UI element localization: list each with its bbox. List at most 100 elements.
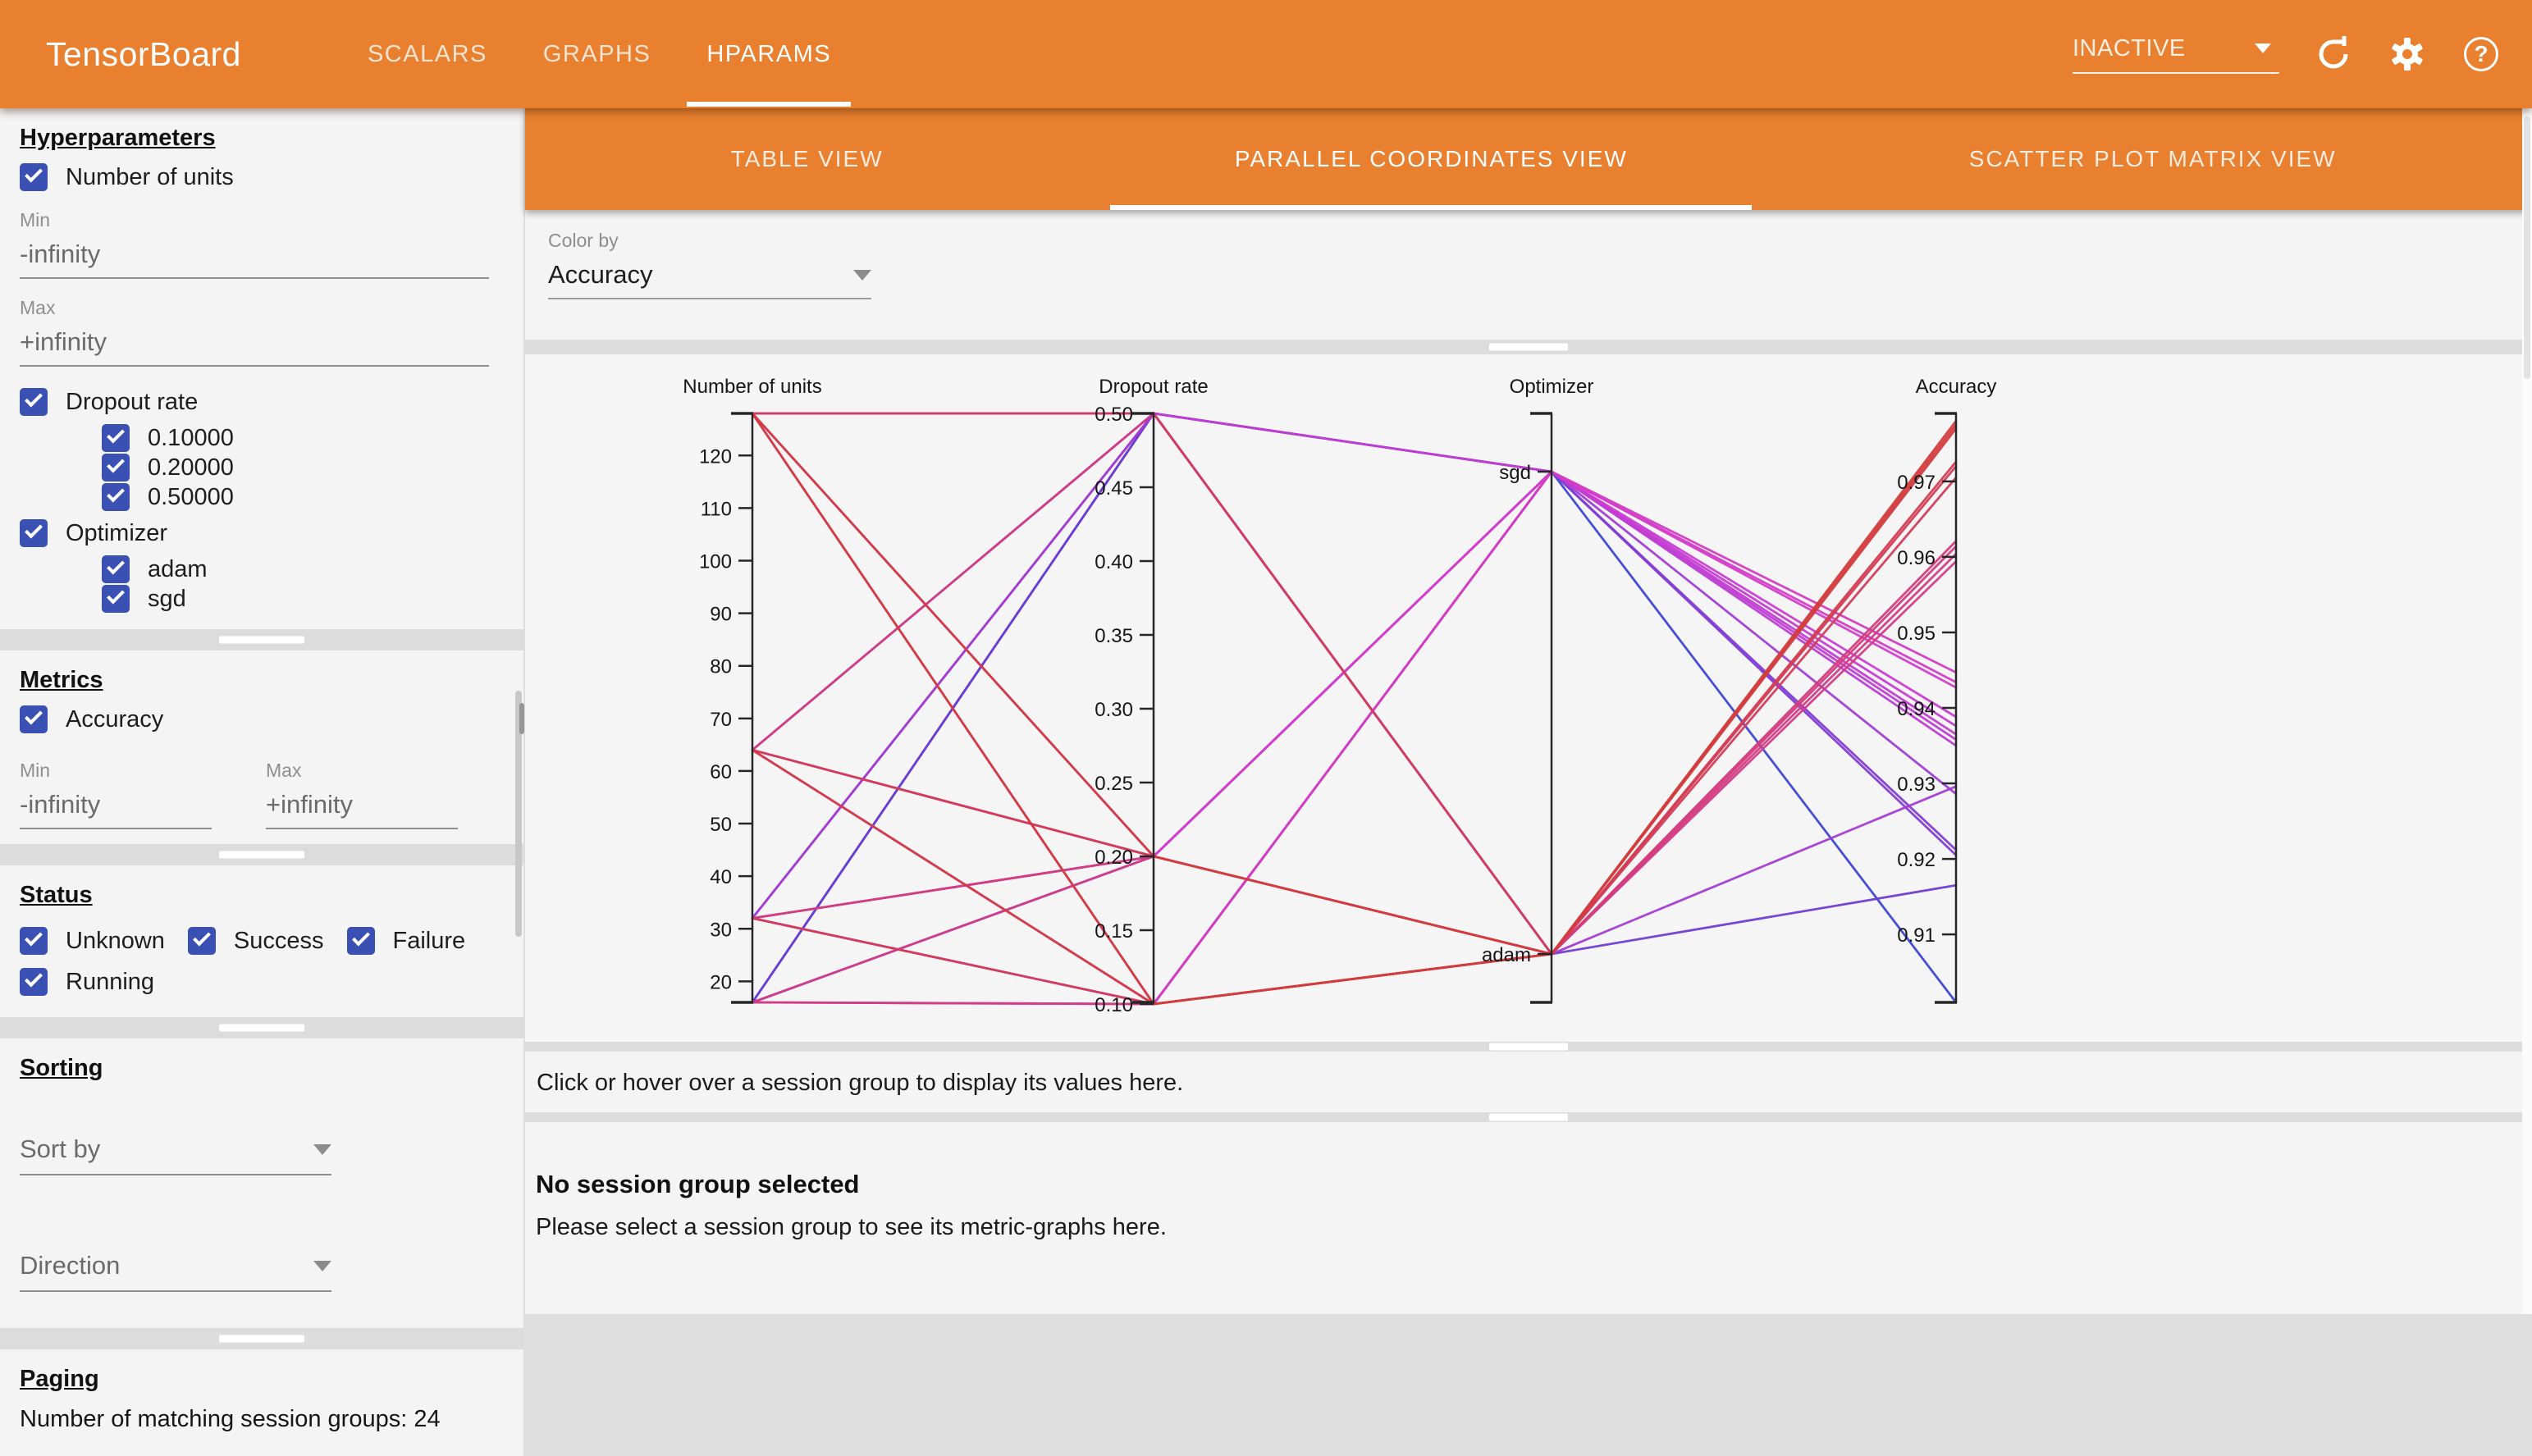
session-line[interactable] <box>751 412 1958 1004</box>
tick-label: 0.91 <box>1897 924 1936 947</box>
direction-select[interactable]: Direction <box>20 1251 331 1292</box>
dropout-value-0.20000-row[interactable]: 0.20000 <box>102 454 504 482</box>
parallel-coordinates-svg[interactable]: Number of units 20 30 40 50 60 70 80 90 100 110 120… <box>525 354 2532 1042</box>
dropout-value-0.20000-checkbox[interactable] <box>102 454 130 482</box>
checkbox-row-optimizer[interactable]: Optimizer <box>20 519 504 547</box>
dropout-value-0.10000-row[interactable]: 0.10000 <box>102 424 504 452</box>
units-min-input[interactable]: -infinity <box>20 240 489 279</box>
view-tab-parallel-coordinates-view[interactable]: PARALLEL COORDINATES VIEW <box>1089 108 1773 210</box>
sidebar-resize-divider[interactable] <box>0 1328 523 1349</box>
refresh-icon <box>2319 36 2348 69</box>
settings-button[interactable] <box>2388 34 2427 74</box>
tick-label: 30 <box>710 919 732 941</box>
metric-min-field[interactable]: Min -infinity <box>20 760 212 829</box>
optimizer-value-sgd-row[interactable]: sgd <box>102 585 504 613</box>
tick-label: 0.15 <box>1095 920 1133 943</box>
axis-number-of-units[interactable]: Number of units 20 30 40 50 60 70 80 90 100 110 120 <box>683 376 822 1004</box>
units-min-field[interactable]: Min -infinity <box>20 209 504 279</box>
optimizer-value-sgd-checkbox[interactable] <box>102 585 130 613</box>
sidebar-resize-divider[interactable] <box>0 1017 523 1038</box>
units-max-input[interactable]: +infinity <box>20 327 489 367</box>
metric-max-input[interactable]: +infinity <box>266 790 458 829</box>
session-line[interactable] <box>751 412 1958 1004</box>
checkbox-row-dropout-rate[interactable]: Dropout rate <box>20 388 504 416</box>
metrics-heading: Metrics <box>20 667 103 693</box>
status-failure-checkbox[interactable] <box>346 927 375 955</box>
checkbox-optimizer[interactable] <box>20 519 48 547</box>
sidebar-scrollbar[interactable] <box>515 691 522 937</box>
axis-accuracy[interactable]: Accuracy 0.91 0.92 0.93 0.94 0.95 0.96 0.97 <box>1897 376 1996 1004</box>
pane-resize-divider[interactable] <box>525 340 2532 354</box>
sidebar-resize-divider[interactable] <box>0 629 523 650</box>
parallel-coordinates-plot: Number of units 20 30 40 50 60 70 80 90 100 110 120… <box>525 354 2532 1042</box>
no-session-selected-body: Please select a session group to see its… <box>536 1214 1167 1240</box>
view-tab-scatter-plot-matrix-view[interactable]: SCATTER PLOT MATRIX VIEW <box>1968 146 2337 171</box>
status-mode-dropdown[interactable]: INACTIVE <box>2073 35 2279 74</box>
checkbox-dropout-rate[interactable] <box>20 388 48 416</box>
pane-resize-divider[interactable] <box>525 1042 2532 1052</box>
status-success-row[interactable]: Success <box>187 927 324 955</box>
tick-label: 0.95 <box>1897 623 1936 645</box>
main-scrollbar[interactable] <box>2522 108 2532 1314</box>
status-running-row[interactable]: Running <box>20 968 154 996</box>
tick-label: 0.92 <box>1897 849 1936 871</box>
optimizer-value-adam-row[interactable]: adam <box>102 555 504 583</box>
sort-by-select[interactable]: Sort by <box>20 1134 331 1175</box>
pane-resize-divider[interactable] <box>525 1112 2532 1122</box>
session-lines[interactable] <box>751 412 1958 1006</box>
session-line[interactable] <box>751 412 1958 920</box>
sidebar-splitter-handle[interactable] <box>519 703 524 734</box>
status-failure-row[interactable]: Failure <box>346 927 466 955</box>
top-tab-graphs[interactable]: GRAPHS <box>542 41 651 67</box>
checkbox-row-number-of-units[interactable]: Number of units <box>20 163 504 191</box>
checkbox-accuracy[interactable] <box>20 705 48 733</box>
session-line[interactable] <box>751 412 1958 956</box>
tick-label: 50 <box>710 814 732 836</box>
sidebar-resize-divider[interactable] <box>0 844 523 865</box>
dropout-value-0.10000-checkbox[interactable] <box>102 424 130 452</box>
dropout-value-0.50000-row[interactable]: 0.50000 <box>102 483 504 511</box>
status-unknown-checkbox[interactable] <box>20 927 48 955</box>
status-unknown-row[interactable]: Unknown <box>20 927 165 955</box>
checkbox-row-accuracy[interactable]: Accuracy <box>20 705 504 733</box>
status-running-checkbox[interactable] <box>20 968 48 996</box>
tick-label: 80 <box>710 656 732 678</box>
session-line[interactable] <box>751 470 1958 920</box>
drag-handle-icon <box>1489 343 1568 351</box>
checkbox-number-of-units[interactable] <box>20 163 48 191</box>
metric-max-field[interactable]: Max +infinity <box>266 760 458 829</box>
help-button[interactable]: ? <box>2461 34 2501 74</box>
tick-label: 110 <box>701 498 732 520</box>
units-max-field[interactable]: Max +infinity <box>20 297 504 367</box>
dropout-value-0.10000-label: 0.10000 <box>148 424 234 451</box>
chevron-down-icon <box>313 1143 331 1155</box>
session-line[interactable] <box>751 560 1958 1004</box>
top-tab-scalars[interactable]: SCALARS <box>367 41 487 67</box>
tick-label: 0.40 <box>1095 551 1133 573</box>
status-failure-label: Failure <box>392 927 466 954</box>
top-tab-hparams[interactable]: HPARAMS <box>679 0 859 108</box>
refresh-button[interactable] <box>2314 34 2353 74</box>
view-tab-table-view[interactable]: TABLE VIEW <box>730 146 884 171</box>
tick-label: 0.10 <box>1095 994 1133 1016</box>
session-line[interactable] <box>751 540 1958 956</box>
session-line[interactable] <box>751 412 1958 858</box>
tick-label: 100 <box>699 551 732 573</box>
optimizer-value-adam-checkbox[interactable] <box>102 555 130 583</box>
metric-min-input[interactable]: -infinity <box>20 790 212 829</box>
top-app-bar: TensorBoard SCALARS GRAPHS HPARAMS INACTIV… <box>0 0 2532 108</box>
dropout-value-0.50000-checkbox[interactable] <box>102 483 130 511</box>
color-by-dropdown[interactable]: Accuracy <box>548 260 871 299</box>
session-line[interactable] <box>751 412 1958 1006</box>
main-scrollbar-thumb[interactable] <box>2524 116 2530 379</box>
axis-dropout-rate[interactable]: Dropout rate 0.10 0.15 0.20 0.25 0.30 0.35 0.40… <box>1095 376 1208 1016</box>
session-line[interactable] <box>751 460 1958 956</box>
session-line[interactable] <box>751 427 1958 1006</box>
hparams-sidebar: Hyperparameters Number of units Min -inf… <box>0 108 523 1456</box>
axis-optimizer[interactable]: Optimizer sgd adam <box>1482 376 1593 1004</box>
axis-title: Number of units <box>683 376 821 398</box>
session-line[interactable] <box>751 545 1958 1006</box>
status-success-checkbox[interactable] <box>187 927 216 955</box>
dropout-value-0.50000-label: 0.50000 <box>148 483 234 510</box>
session-values-info-bar: Click or hover over a session group to d… <box>525 1052 2532 1112</box>
